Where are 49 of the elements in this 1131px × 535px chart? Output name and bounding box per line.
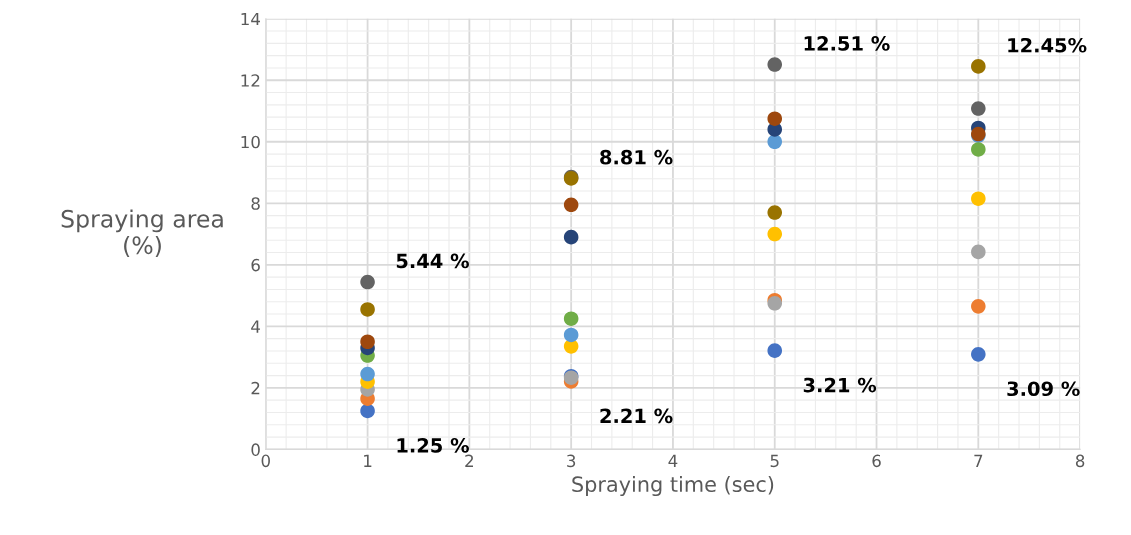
x-tick-label: 5 [770,454,779,468]
y-tick-label: 10 [241,135,260,149]
point [971,244,986,260]
point [563,311,579,326]
x-tick-label: 4 [668,454,678,467]
y-tick-label: 14 [241,12,260,26]
x-tick-label: 2 [465,454,473,467]
point [360,366,375,382]
annotation: 3.09 % [1007,381,1080,397]
y-tick-label: 0 [251,443,260,456]
point [360,334,375,350]
annotation: 3.21 % [803,377,877,393]
y-tick-label: 4 [251,320,260,333]
point [767,57,783,72]
point [767,343,783,358]
point [563,197,579,213]
point [971,299,986,314]
point [563,327,579,343]
point [767,111,783,126]
annotation: 12.45% [1008,37,1087,53]
y-tick-label: 6 [251,258,260,272]
x-tick-label: 8 [1075,454,1085,468]
point [360,403,375,419]
x-tick-label: 3 [567,454,576,468]
annotation: 2.21 % [600,408,673,424]
annotation: 1.25 % [397,437,469,453]
annotation: 8.81 % [600,149,673,165]
point [563,229,579,245]
point [767,205,783,220]
annotation: 12.51 % [804,36,890,51]
point [767,226,783,242]
point [971,142,986,157]
x-tick-label: 7 [974,454,983,467]
y-tick-label: 12 [241,74,260,87]
y-axis-title: Spraying area (%) [61,209,223,257]
point [971,59,986,74]
y-tick-label: 8 [251,197,260,210]
point [360,302,375,317]
point [360,274,375,290]
point [971,101,986,116]
annotation: 5.44 % [396,253,469,269]
y-tick-label: 2 [251,381,260,395]
point [971,191,986,206]
point [767,134,783,150]
x-tick-label: 0 [261,454,270,468]
x-tick-label: 1 [364,454,372,467]
point [971,347,986,362]
x-axis-title: Spraying time (sec) [572,475,774,497]
x-tick-label: 6 [872,454,881,468]
